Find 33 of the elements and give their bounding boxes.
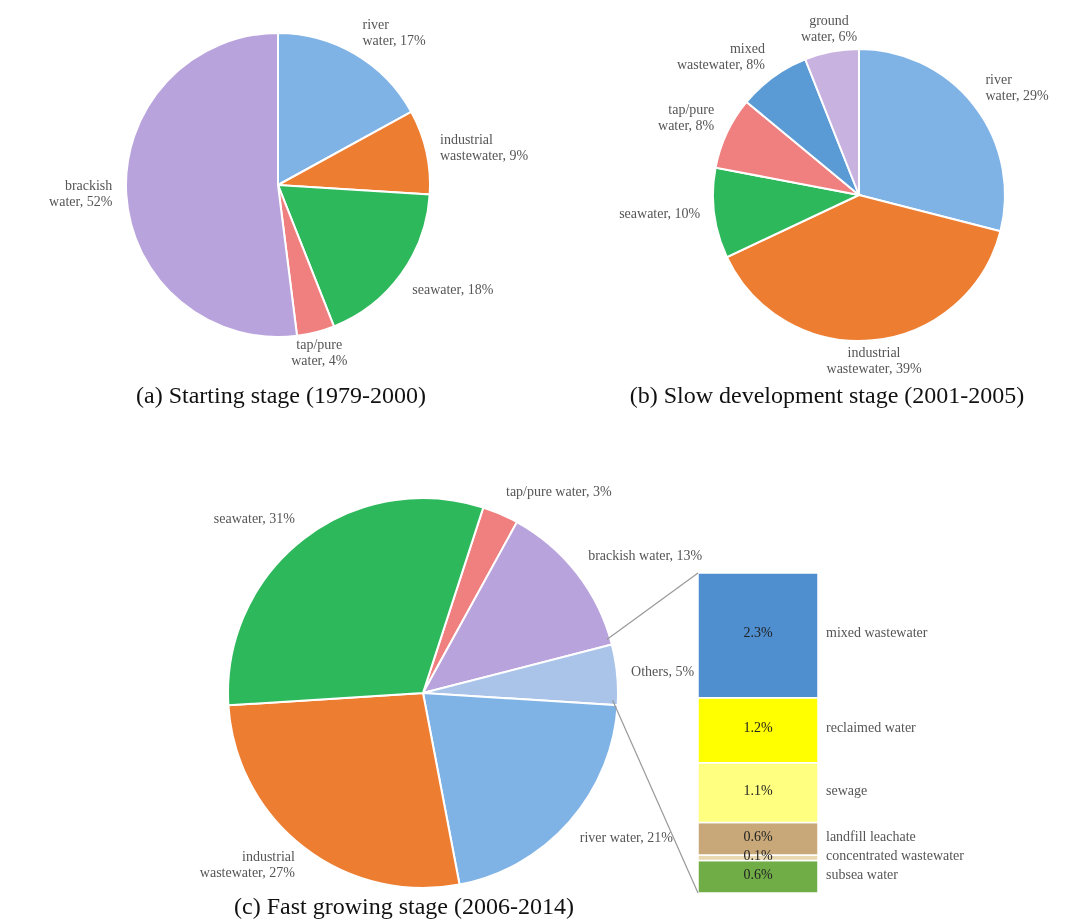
data-label: 0.6%: [743, 866, 773, 882]
series-label: mixed wastewater: [826, 625, 928, 641]
slice-label: tap/pure water, 3%: [506, 484, 612, 500]
slice-label: brackish water, 13%: [588, 548, 703, 564]
slice-label: industrial wastewater, 9%: [440, 132, 529, 164]
slice-label: Others, 5%: [631, 664, 695, 680]
data-label: 0.1%: [743, 847, 773, 863]
series-label: landfill leachate: [826, 828, 916, 844]
slice-label: ground water, 6%: [800, 13, 858, 45]
data-label: 2.3%: [743, 625, 773, 641]
slice-label: river water, 17%: [362, 17, 427, 49]
text: (b) Slow development stage (2001-2005): [628, 382, 1026, 409]
slice-label: river water, 29%: [985, 72, 1049, 104]
data-label: 1.1%: [743, 782, 773, 798]
bar: [697, 859, 819, 894]
text: (c) Fast growing stage (2006-2014): [233, 893, 575, 920]
series-label: concentrated wastewater: [826, 847, 965, 863]
slice-label: seawater, 18%: [412, 281, 494, 297]
text: (a) Starting stage (1979-2000): [135, 382, 427, 409]
slice-label: tap/pure water, 4%: [291, 337, 348, 368]
slice-label: industrial wastewater, 27%: [199, 849, 296, 881]
slice-label: river water, 21%: [579, 830, 674, 846]
slice-label: tap/pure water, 8%: [658, 102, 715, 134]
slice-label: seawater, 10%: [619, 206, 701, 222]
data-label: 0.6%: [743, 828, 773, 844]
slice-label: industrial wastewater, 39%: [826, 345, 922, 377]
slice-label: seawater, 31%: [213, 511, 296, 527]
series-label: reclaimed water: [826, 720, 917, 736]
data-label: 1.2%: [743, 720, 773, 736]
slice-label: brackish water, 52%: [49, 178, 113, 210]
slice-label: mixed wastewater, 8%: [676, 40, 766, 72]
series-label: sewage: [826, 782, 868, 798]
series-label: subsea water: [826, 866, 899, 882]
